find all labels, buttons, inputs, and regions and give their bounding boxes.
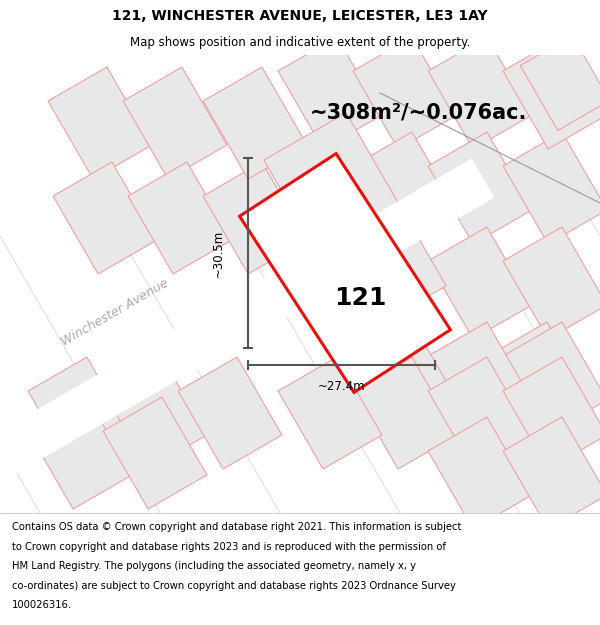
Polygon shape bbox=[264, 112, 446, 333]
Text: Contains OS data © Crown copyright and database right 2021. This information is : Contains OS data © Crown copyright and d… bbox=[12, 522, 461, 532]
Text: ~30.5m: ~30.5m bbox=[212, 229, 224, 277]
Polygon shape bbox=[503, 37, 600, 149]
Text: ~308m²/~0.076ac.: ~308m²/~0.076ac. bbox=[310, 103, 527, 123]
Polygon shape bbox=[520, 36, 600, 131]
Polygon shape bbox=[128, 162, 232, 274]
Polygon shape bbox=[0, 159, 494, 548]
Polygon shape bbox=[353, 357, 457, 469]
Polygon shape bbox=[203, 67, 307, 179]
Polygon shape bbox=[28, 357, 132, 469]
Polygon shape bbox=[503, 322, 600, 434]
Polygon shape bbox=[503, 417, 600, 529]
Text: HM Land Registry. The polygons (including the associated geometry, namely x, y: HM Land Registry. The polygons (includin… bbox=[12, 561, 416, 571]
Polygon shape bbox=[278, 357, 382, 469]
Polygon shape bbox=[503, 357, 600, 469]
Polygon shape bbox=[178, 357, 282, 469]
Polygon shape bbox=[428, 132, 532, 244]
Text: 121: 121 bbox=[334, 286, 386, 310]
Text: co-ordinates) are subject to Crown copyright and database rights 2023 Ordnance S: co-ordinates) are subject to Crown copyr… bbox=[12, 581, 456, 591]
Polygon shape bbox=[353, 132, 457, 244]
Text: 121, WINCHESTER AVENUE, LEICESTER, LE3 1AY: 121, WINCHESTER AVENUE, LEICESTER, LE3 1… bbox=[112, 9, 488, 24]
Polygon shape bbox=[503, 227, 600, 339]
Polygon shape bbox=[278, 132, 382, 244]
Polygon shape bbox=[428, 227, 532, 339]
Polygon shape bbox=[123, 67, 227, 179]
Polygon shape bbox=[278, 37, 382, 149]
Polygon shape bbox=[48, 67, 152, 179]
Polygon shape bbox=[488, 322, 592, 434]
Text: Map shows position and indicative extent of the property.: Map shows position and indicative extent… bbox=[130, 36, 470, 49]
Text: to Crown copyright and database rights 2023 and is reproduced with the permissio: to Crown copyright and database rights 2… bbox=[12, 541, 446, 551]
Polygon shape bbox=[353, 322, 457, 434]
Polygon shape bbox=[103, 397, 207, 509]
Text: 100026316.: 100026316. bbox=[12, 601, 72, 611]
Polygon shape bbox=[28, 397, 132, 509]
Polygon shape bbox=[503, 132, 600, 244]
Polygon shape bbox=[53, 162, 157, 274]
Polygon shape bbox=[103, 357, 207, 469]
Polygon shape bbox=[428, 37, 532, 149]
Polygon shape bbox=[239, 154, 451, 392]
Polygon shape bbox=[428, 357, 532, 469]
Polygon shape bbox=[428, 322, 532, 434]
Text: ~27.4m: ~27.4m bbox=[317, 381, 365, 394]
Polygon shape bbox=[353, 37, 457, 149]
Polygon shape bbox=[428, 417, 532, 529]
Text: Winchester Avenue: Winchester Avenue bbox=[59, 277, 171, 349]
Polygon shape bbox=[203, 162, 307, 274]
